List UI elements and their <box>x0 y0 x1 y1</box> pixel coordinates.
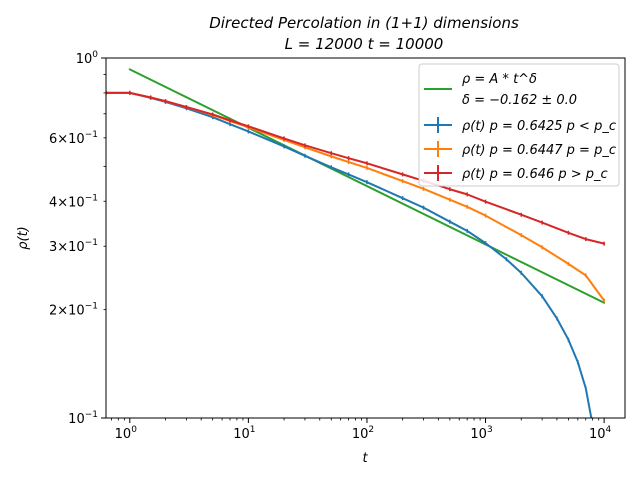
plot-frame <box>105 57 626 419</box>
legend-label-critical: ρ(t) p = 0.6447 p = p_c <box>462 143 616 158</box>
legend-label-above: ρ(t) p = 0.646 p > p_c <box>462 167 608 182</box>
y-tick-label: 2×10−1 <box>49 302 98 319</box>
y-axis-label: ρ(t) <box>16 226 31 250</box>
legend-label-below: ρ(t) p = 0.6425 p < p_c <box>462 119 616 134</box>
x-axis-label: t <box>362 451 368 466</box>
chart-title-line1: Directed Percolation in (1+1) dimensions <box>209 14 519 32</box>
series-layer <box>106 68 606 418</box>
y-axis: 10−1 2×10−1 3×10−1 4×10−1 6×10−1 100 <box>49 50 106 427</box>
series-line-below <box>106 91 593 418</box>
y-tick-label: 4×10−1 <box>49 193 98 210</box>
y-tick-label: 3×10−1 <box>49 238 98 255</box>
chart-title-line2: L = 12000 t = 10000 <box>285 35 444 53</box>
legend-label-fit-line2: δ = −0.162 ± 0.0 <box>462 93 577 108</box>
legend: ρ = A * t^δ δ = −0.162 ± 0.0 ρ(t) p = 0.64… <box>418 63 620 187</box>
y-tick-label: 10−1 <box>68 410 98 427</box>
legend-label-fit-line1: ρ = A * t^δ <box>462 72 537 87</box>
y-tick-label: 6×10−1 <box>49 130 98 147</box>
y-tick-label: 100 <box>76 50 99 67</box>
series-line-fit <box>128 68 606 304</box>
legend-box <box>418 63 620 187</box>
